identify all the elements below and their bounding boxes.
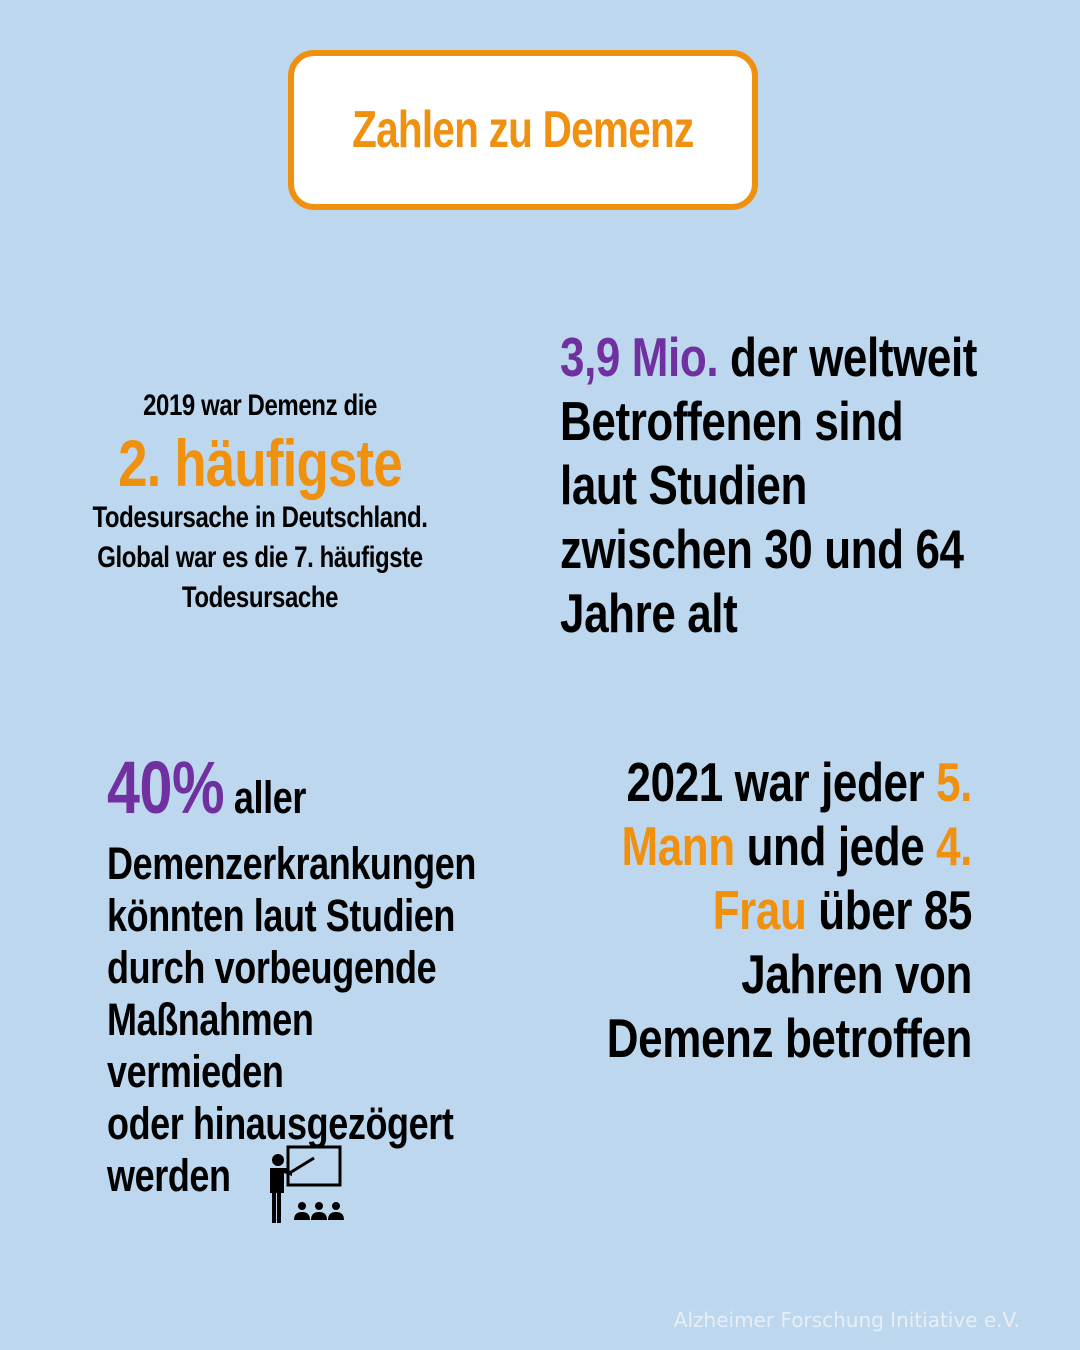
fact1-line2: Todesursache in Deutschland. — [92, 501, 428, 534]
fact4-line4: Jahren von — [741, 943, 972, 1005]
fact1-line1: 2019 war Demenz die — [143, 389, 377, 422]
fact4-line2-highlight: Mann — [621, 815, 735, 877]
fact4-line2-mid: und jede — [734, 815, 937, 877]
fact3-line3: könnten laut Studien — [107, 890, 455, 941]
fact2-line1-rest: der weltweit — [718, 326, 978, 388]
fact4-line2: Mann und jede 4. — [572, 814, 972, 878]
fact1-highlight: 2. häufigste — [118, 426, 403, 500]
fact4-line3: Frau über 85 — [572, 878, 973, 942]
fact2-line2: Betroffenen sind — [560, 390, 904, 452]
fact-elderly: 2021 war jeder 5. Mann und jede 4. Frau … — [472, 750, 973, 1070]
fact4-line3-rest: über 85 — [806, 879, 972, 941]
fact1-line3: Global war es die 7. häufigste — [97, 541, 423, 574]
teacher-presentation-icon — [270, 1145, 344, 1223]
fact2-line4: zwischen 30 und 64 — [560, 518, 964, 580]
fact3-line1: 40% aller — [107, 748, 475, 838]
fact-prevention: 40% aller Demenzerkrankungen könnten lau… — [107, 748, 567, 1202]
fact4-line1: 2021 war jeder 5. — [572, 750, 973, 814]
fact-death-cause: 2019 war Demenz die 2. häufigste Todesur… — [40, 386, 480, 618]
fact2-line1: 3,9 Mio. der weltweit — [560, 325, 977, 389]
fact3-line4: durch vorbeugende — [107, 942, 437, 993]
fact3-line6: vermieden — [107, 1046, 284, 1097]
fact4-line5: Demenz betroffen — [606, 1007, 973, 1069]
fact4-line2-highlight2: 4. — [936, 815, 972, 877]
fact3-line2: Demenzerkrankungen — [107, 838, 476, 889]
fact3-highlight: 40% — [107, 746, 225, 829]
fact4-line1-highlight: 5. — [936, 751, 972, 813]
fact4-line1-start: 2021 war jeder — [626, 751, 937, 813]
fact1-line4: Todesursache — [181, 581, 339, 614]
page-title: Zahlen zu Demenz — [352, 101, 694, 159]
fact3-line8: werden — [107, 1150, 231, 1201]
title-box: Zahlen zu Demenz — [288, 50, 758, 210]
fact3-line5: Maßnahmen — [107, 994, 314, 1045]
fact2-line3: laut Studien — [560, 454, 807, 516]
fact3-line1-rest: aller — [224, 772, 306, 823]
footer-credit: Alzheimer Forschung Initiative e.V. — [673, 1308, 1020, 1332]
fact-young-onset: 3,9 Mio. der weltweit Betroffenen sind l… — [560, 325, 1060, 645]
fact2-highlight: 3,9 Mio. — [560, 326, 719, 388]
fact3-line7: oder hinausgezögert — [107, 1098, 454, 1149]
fact4-line3-highlight: Frau — [712, 879, 807, 941]
fact2-line5: Jahre alt — [560, 582, 738, 644]
